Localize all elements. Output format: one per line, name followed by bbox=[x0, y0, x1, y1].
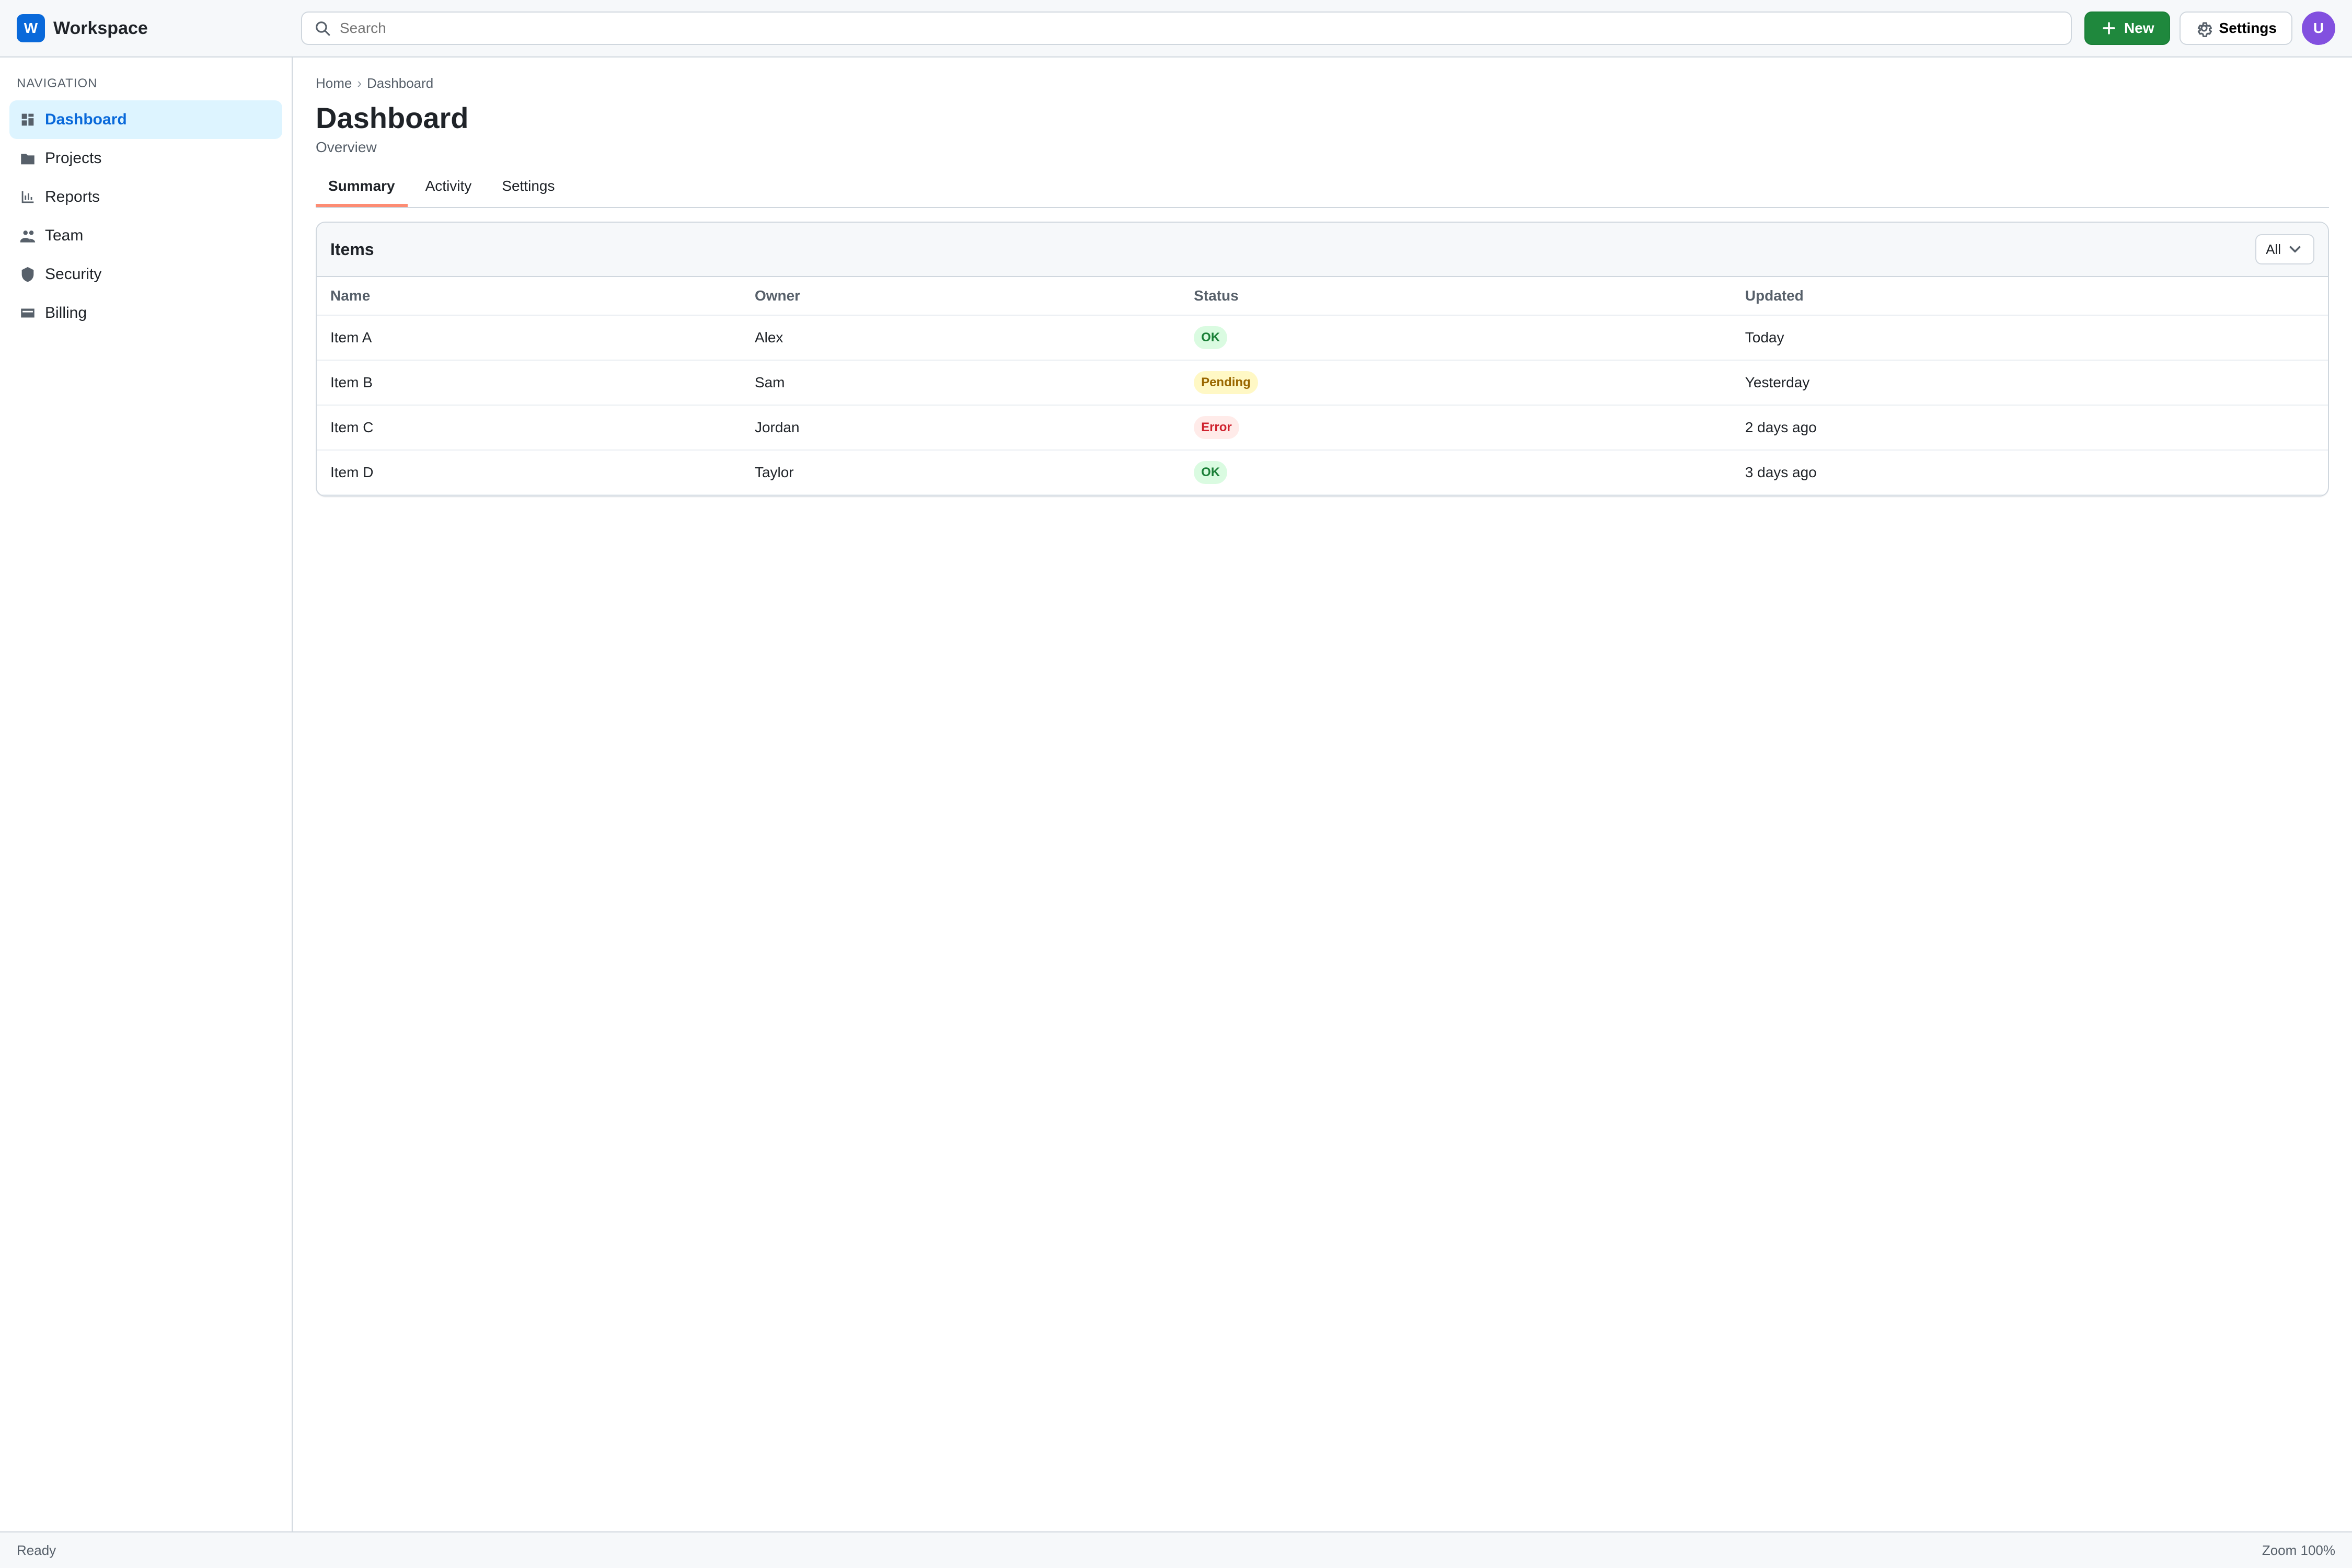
items-table-header-row: Name Owner Status Updated bbox=[317, 277, 2328, 316]
filters: All bbox=[2255, 234, 2314, 264]
table-cell-1-0: Item B bbox=[317, 360, 741, 406]
main-content: Home › Dashboard Dashboard Overview Summ… bbox=[293, 57, 2352, 1531]
table-row[interactable]: Item C Jordan Error 2 days ago bbox=[317, 405, 2328, 451]
filter-select[interactable]: All bbox=[2255, 234, 2314, 264]
status-badge: Error bbox=[1194, 416, 1239, 439]
sidebar-item-2[interactable]: Reports bbox=[9, 178, 282, 216]
table-row[interactable]: Item D Taylor OK 3 days ago bbox=[317, 450, 2328, 495]
status-right: Zoom 100% bbox=[2262, 1542, 2335, 1558]
tab-0[interactable]: Summary bbox=[316, 168, 408, 207]
table-cell-2-0: Item C bbox=[317, 405, 741, 451]
title-row: Dashboard Overview bbox=[316, 101, 2329, 156]
table-cell-3-1: Taylor bbox=[741, 450, 1181, 495]
tab-1[interactable]: Activity bbox=[425, 178, 472, 194]
table-cell-0-2: OK bbox=[1180, 315, 1732, 361]
status-badge: Pending bbox=[1194, 371, 1258, 394]
search-box[interactable] bbox=[301, 11, 2072, 45]
breadcrumb-item-1: Dashboard bbox=[367, 75, 434, 91]
status-badge: OK bbox=[1194, 326, 1228, 349]
team-icon bbox=[19, 227, 37, 245]
sidebar-item-3[interactable]: Team bbox=[9, 216, 282, 255]
folder-icon bbox=[19, 149, 37, 167]
top-bar: W Workspace New bbox=[0, 0, 2352, 57]
avatar[interactable]: U bbox=[2302, 11, 2335, 45]
items-card: Items All Name O bbox=[316, 222, 2329, 497]
col-0[interactable]: Name bbox=[317, 277, 741, 316]
breadcrumb: Home › Dashboard bbox=[316, 75, 2329, 91]
table-cell-0-3: Today bbox=[1731, 315, 2328, 361]
table-row[interactable]: Item A Alex OK Today bbox=[317, 315, 2328, 361]
col-3[interactable]: Updated bbox=[1731, 277, 2328, 316]
table-cell-3-0: Item D bbox=[317, 450, 741, 495]
new-button[interactable]: New bbox=[2084, 11, 2170, 45]
table-cell-2-3: 2 days ago bbox=[1731, 405, 2328, 451]
breadcrumb-separator-icon: › bbox=[357, 75, 362, 91]
sidebar-item-1[interactable]: Projects bbox=[9, 139, 282, 178]
breadcrumb-item-0[interactable]: Home bbox=[316, 75, 352, 91]
settings-button-label: Settings bbox=[2219, 20, 2277, 36]
items-card-title: Items bbox=[330, 239, 374, 259]
sidebar-item-label-4: Security bbox=[45, 266, 102, 283]
chevron-down-icon bbox=[2286, 240, 2304, 258]
settings-button[interactable]: Settings bbox=[2179, 11, 2292, 45]
sidebar-section-title: Navigation bbox=[17, 76, 98, 90]
dashboard-icon bbox=[19, 111, 37, 129]
brand: W Workspace bbox=[17, 14, 289, 42]
title-block: Dashboard Overview bbox=[316, 101, 469, 156]
top-actions: New Settings U bbox=[2084, 11, 2335, 45]
sidebar-item-4[interactable]: Security bbox=[9, 255, 282, 294]
status-badge: OK bbox=[1194, 461, 1228, 484]
chart-icon bbox=[19, 188, 37, 206]
sidebar-item-0[interactable]: Dashboard bbox=[9, 100, 282, 139]
status-bar: Ready Zoom 100% bbox=[0, 1531, 2352, 1568]
filter-select-value: All bbox=[2266, 241, 2281, 257]
table-cell-2-1: Jordan bbox=[741, 405, 1181, 451]
table-cell-3-3: 3 days ago bbox=[1731, 450, 2328, 495]
table-cell-2-2: Error bbox=[1180, 405, 1732, 451]
col-2[interactable]: Status bbox=[1180, 277, 1732, 316]
tab-2[interactable]: Settings bbox=[502, 178, 555, 194]
items-table: Name Owner Status Updated Item A Alex OK To… bbox=[317, 277, 2328, 495]
plus-icon bbox=[2100, 19, 2118, 37]
status-left: Ready bbox=[17, 1542, 56, 1558]
col-1[interactable]: Owner bbox=[741, 277, 1181, 316]
sidebar-item-label-3: Team bbox=[45, 227, 84, 244]
page-title: Dashboard bbox=[316, 101, 469, 134]
card-icon bbox=[19, 304, 37, 322]
search-icon bbox=[314, 19, 331, 37]
table-cell-0-1: Alex bbox=[741, 315, 1181, 361]
search-input[interactable] bbox=[339, 19, 2059, 37]
app-title: Workspace bbox=[53, 18, 148, 38]
new-button-label: New bbox=[2124, 20, 2154, 36]
sidebar-item-label-2: Reports bbox=[45, 188, 100, 205]
sidebar-item-5[interactable]: Billing bbox=[9, 294, 282, 332]
sidebar: Navigation Dashboard Projects Reports Te… bbox=[0, 57, 293, 1531]
items-table-head: Name Owner Status Updated bbox=[317, 277, 2328, 316]
tabs: Summary Activity Settings bbox=[316, 168, 2329, 208]
sidebar-item-label-5: Billing bbox=[45, 304, 87, 321]
items-table-body: Item A Alex OK Today Item B Sam Pending Yesterd… bbox=[317, 315, 2328, 495]
gear-icon bbox=[2195, 19, 2213, 37]
sidebar-item-label-1: Projects bbox=[45, 149, 102, 167]
table-cell-1-1: Sam bbox=[741, 360, 1181, 406]
table-cell-0-0: Item A bbox=[317, 315, 741, 361]
table-row[interactable]: Item B Sam Pending Yesterday bbox=[317, 360, 2328, 406]
page-subtitle: Overview bbox=[316, 139, 377, 155]
shield-icon bbox=[19, 266, 37, 283]
table-cell-1-2: Pending bbox=[1180, 360, 1732, 406]
sidebar-item-label-0: Dashboard bbox=[45, 111, 127, 128]
table-cell-3-2: OK bbox=[1180, 450, 1732, 495]
items-card-header: Items All bbox=[317, 223, 2328, 277]
table-cell-1-3: Yesterday bbox=[1731, 360, 2328, 406]
brand-mark: W bbox=[17, 14, 45, 42]
